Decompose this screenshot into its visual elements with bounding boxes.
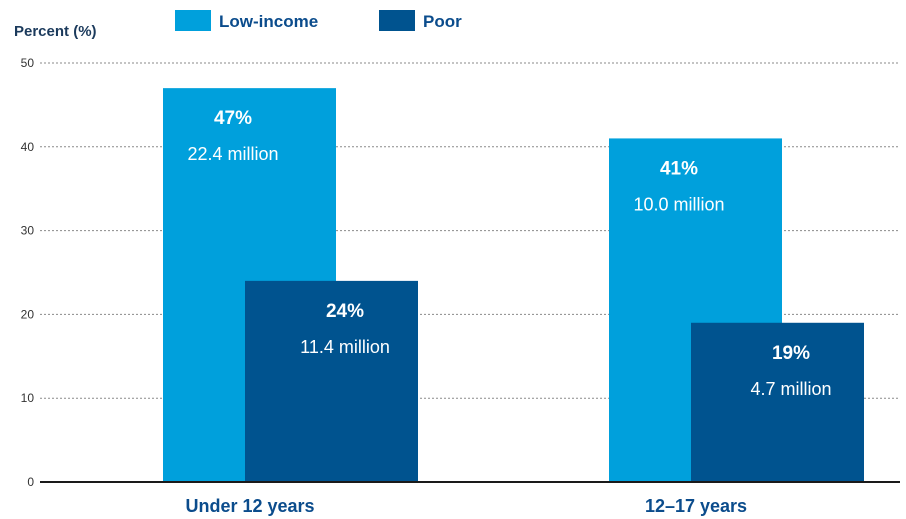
y-tick-label: 10 — [21, 391, 35, 405]
data-label-percent: 24% — [326, 301, 364, 322]
data-label-count: 11.4 million — [300, 337, 390, 357]
data-label-count: 10.0 million — [633, 194, 724, 214]
y-tick-label: 30 — [21, 224, 35, 238]
data-label-count: 4.7 million — [750, 379, 831, 399]
legend-swatch-low-income — [175, 10, 211, 31]
x-category-label: 12–17 years — [645, 496, 747, 516]
legend-label-low-income: Low-income — [219, 12, 318, 31]
data-label-percent: 47% — [214, 108, 252, 129]
bars — [163, 88, 864, 483]
x-category-label: Under 12 years — [185, 496, 314, 516]
legend-swatch-poor — [379, 10, 415, 31]
y-tick-label: 50 — [21, 56, 35, 70]
legend-label-poor: Poor — [423, 12, 462, 31]
legend: Low-income Poor — [175, 10, 462, 31]
data-labels: 47% 22.4 million 24% 11.4 million 41% 10.0 mi… — [187, 108, 831, 399]
bar-poor-1 — [245, 280, 418, 482]
y-tick-label: 40 — [21, 140, 35, 154]
y-tick-label: 0 — [27, 475, 34, 489]
x-axis-categories: Under 12 years 12–17 years — [185, 496, 747, 516]
data-label-count: 22.4 million — [187, 144, 278, 164]
y-tick-label: 20 — [21, 307, 35, 321]
bar-poor-2 — [691, 322, 864, 482]
y-axis-ticks: 0 10 20 30 40 50 — [21, 56, 35, 489]
y-axis-title: Percent (%) — [14, 23, 97, 40]
data-label-percent: 19% — [772, 343, 810, 364]
data-label-percent: 41% — [660, 158, 698, 179]
